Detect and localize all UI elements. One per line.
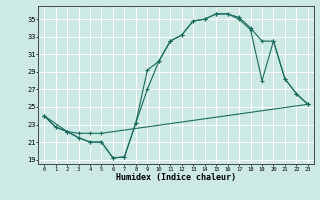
- X-axis label: Humidex (Indice chaleur): Humidex (Indice chaleur): [116, 173, 236, 182]
